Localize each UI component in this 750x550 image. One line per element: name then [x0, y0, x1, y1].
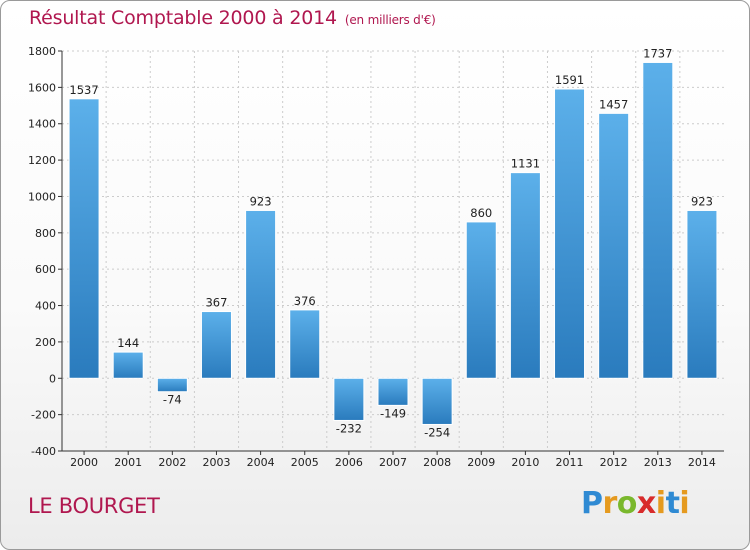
- bar: [509, 172, 541, 379]
- y-tick-label: -400: [31, 445, 56, 458]
- y-tick-label: -200: [31, 409, 56, 422]
- x-tick-label: 2011: [556, 456, 584, 469]
- y-tick-label: 800: [35, 227, 56, 240]
- bar: [598, 112, 630, 379]
- x-tick-label: 2000: [70, 456, 98, 469]
- bar: [245, 209, 277, 379]
- x-tick-label: 2014: [688, 456, 716, 469]
- chart-title-text: Résultat Comptable 2000 à 2014: [29, 7, 337, 29]
- data-label: -74: [163, 393, 182, 407]
- data-label: 1131: [511, 157, 540, 171]
- proxiti-logo: Proxiti: [581, 486, 690, 521]
- place-name: LE BOURGET: [28, 494, 160, 518]
- y-tick-label: 1400: [28, 118, 56, 131]
- data-label: 1737: [643, 46, 672, 60]
- data-label: -149: [380, 406, 406, 420]
- bar: [289, 309, 321, 379]
- y-tick-label: 1000: [28, 190, 56, 203]
- x-tick-label: 2008: [423, 456, 451, 469]
- data-label: 376: [294, 294, 316, 308]
- bar: [421, 377, 453, 425]
- data-label: -232: [336, 421, 362, 435]
- bar: [377, 377, 409, 406]
- y-tick-label: 400: [35, 300, 56, 313]
- y-tick-label: 1200: [28, 154, 56, 167]
- x-tick-label: 2010: [511, 456, 539, 469]
- bar: [333, 377, 365, 421]
- x-tick-label: 2012: [600, 456, 628, 469]
- bar: [465, 221, 497, 379]
- x-tick-label: 2013: [644, 456, 672, 469]
- x-tick-label: 2004: [247, 456, 275, 469]
- data-label: 144: [117, 336, 139, 350]
- chart-title: Résultat Comptable 2000 à 2014 (en millie…: [29, 7, 436, 29]
- data-label: 923: [250, 194, 272, 208]
- y-tick-label: 200: [35, 336, 56, 349]
- y-tick-label: 600: [35, 263, 56, 276]
- x-tick-label: 2006: [335, 456, 363, 469]
- x-tick-label: 2002: [158, 456, 186, 469]
- bar: [68, 98, 100, 379]
- x-tick-label: 2005: [291, 456, 319, 469]
- y-tick-label: 0: [49, 372, 56, 385]
- y-tick-label: 1600: [28, 81, 56, 94]
- bar: [686, 209, 718, 379]
- chart-subtitle: (en milliers d'€): [344, 13, 436, 27]
- x-tick-label: 2001: [114, 456, 142, 469]
- x-tick-label: 2003: [202, 456, 230, 469]
- data-label: 1591: [555, 73, 584, 87]
- bar: [200, 311, 232, 379]
- data-label: -254: [424, 425, 450, 439]
- data-label: 367: [205, 296, 227, 310]
- bar: [112, 351, 144, 379]
- data-label: 860: [470, 206, 492, 220]
- bar: [156, 377, 188, 393]
- data-label: 923: [691, 194, 713, 208]
- data-label: 1457: [599, 97, 628, 111]
- bar: [554, 88, 586, 379]
- x-tick-label: 2007: [379, 456, 407, 469]
- data-label: 1537: [69, 83, 98, 97]
- bar: [642, 61, 674, 379]
- x-tick-label: 2009: [467, 456, 495, 469]
- y-tick-label: 1800: [28, 45, 56, 58]
